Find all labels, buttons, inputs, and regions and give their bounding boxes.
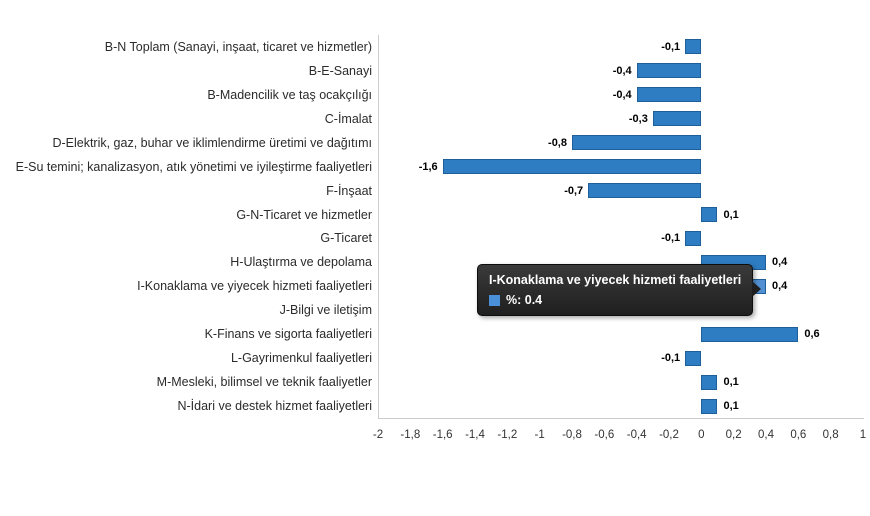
x-axis-tick-label: -0,6: [594, 429, 615, 441]
category-label: I-Konaklama ve yiyecek hizmeti faaliyetl…: [137, 279, 372, 294]
category-label: B-Madencilik ve taş ocakçılığı: [207, 87, 372, 102]
data-label: -0,3: [628, 112, 648, 125]
value-axis-line: [378, 418, 864, 419]
bar[interactable]: [572, 135, 702, 151]
x-axis-tick-label: -1,2: [497, 429, 518, 441]
data-label: 0,6: [804, 328, 820, 341]
x-axis-tick-label: -2: [372, 429, 384, 441]
tooltip: I-Konaklama ve yiyecek hizmeti faaliyetl…: [477, 264, 762, 316]
category-label: F-İnşaat: [326, 183, 372, 198]
bar[interactable]: [588, 183, 702, 199]
x-axis-tick-label: 1: [859, 429, 867, 441]
category-label: K-Finans ve sigorta faaliyetleri: [204, 327, 372, 342]
bar[interactable]: [636, 87, 702, 103]
bar[interactable]: [685, 350, 702, 366]
data-label: -0,1: [661, 232, 681, 245]
data-label: -0,4: [612, 64, 632, 77]
data-label: -0,7: [564, 184, 584, 197]
data-label: -0,1: [661, 352, 681, 365]
bar[interactable]: [701, 374, 718, 390]
x-axis-tick-label: -0,2: [659, 429, 679, 441]
tooltip-value: %: 0.4: [506, 293, 543, 307]
category-label: G-N-Ticaret ve hizmetler: [236, 207, 372, 222]
bar[interactable]: [701, 398, 718, 414]
category-label: B-N Toplam (Sanayi, inşaat, ticaret ve h…: [104, 39, 372, 54]
data-label: 0,1: [723, 376, 739, 389]
data-label: 0,1: [723, 400, 739, 413]
tooltip-arrow-icon: [752, 281, 762, 297]
x-axis-tick-label: 0,4: [758, 429, 774, 441]
category-label: M-Mesleki, bilimsel ve teknik faaliyetle…: [156, 375, 372, 390]
data-label: 0,4: [772, 280, 788, 293]
bar[interactable]: [442, 159, 702, 175]
x-axis-tick-label: -1: [534, 429, 545, 441]
category-label: E-Su temini; kanalizasyon, atık yönetimi…: [15, 159, 372, 174]
bar[interactable]: [701, 207, 718, 223]
x-axis-tick-label: 0,8: [822, 429, 839, 441]
x-axis-tick-label: -1,6: [432, 429, 453, 441]
category-label: G-Ticaret: [320, 231, 372, 246]
category-label: L-Gayrimenkul faaliyetleri: [230, 351, 372, 366]
bar[interactable]: [685, 230, 702, 246]
category-label: J-Bilgi ve iletişim: [279, 303, 372, 318]
data-label: 0,4: [772, 256, 788, 269]
x-axis-tick-label: 0,6: [790, 429, 807, 441]
category-label: H-Ulaştırma ve depolama: [230, 255, 372, 270]
data-label: 0,1: [723, 208, 739, 221]
x-axis-tick-label: 0: [698, 429, 705, 441]
category-axis-line: [378, 35, 379, 418]
tooltip-title: I-Konaklama ve yiyecek hizmeti faaliyetl…: [489, 273, 742, 287]
data-label: -0,1: [661, 40, 681, 53]
category-label: C-İmalat: [324, 111, 372, 126]
x-axis-tick-label: -1,8: [400, 429, 421, 441]
category-label: D-Elektrik, gaz, buhar ve iklimlendirme …: [52, 135, 372, 150]
data-label: -0,8: [548, 136, 567, 149]
data-label: -0,4: [612, 88, 632, 101]
data-label: -1,6: [418, 160, 438, 173]
category-label: B-E-Sanayi: [308, 63, 372, 78]
category-label: N-İdari ve destek hizmet faaliyetleri: [177, 399, 372, 414]
series-marker-icon: [489, 294, 500, 306]
tooltip-body: %: 0.4: [489, 293, 741, 307]
x-axis-tick-label: 0,2: [725, 429, 742, 441]
bar[interactable]: [652, 111, 702, 127]
x-axis-tick-label: -0,4: [626, 429, 647, 441]
bar[interactable]: [636, 63, 702, 79]
bar[interactable]: [685, 39, 702, 55]
x-axis-tick-label: -0,8: [562, 429, 582, 441]
bar[interactable]: [701, 326, 799, 342]
x-axis-tick-label: -1,4: [465, 429, 485, 441]
